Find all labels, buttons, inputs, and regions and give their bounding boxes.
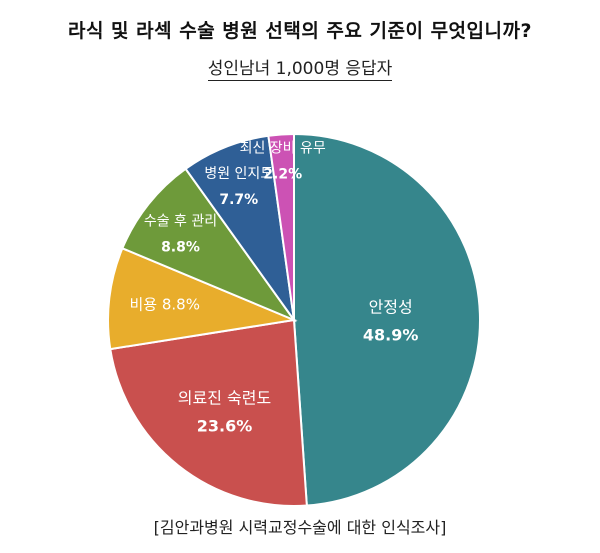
pie-slice-cost (107, 246, 298, 351)
slice-label-aftercare: 수술 후 관리 (144, 214, 217, 230)
slice-label-stability: 안정성 (369, 298, 413, 317)
pie-slice-aftercare (121, 167, 297, 323)
slice-label-staff-skill: 의료진 숙련도 (178, 388, 271, 407)
pie-slice-staff-skill (109, 318, 308, 507)
slice-label-reputation: 병원 인지도 (204, 166, 273, 182)
chart-subtitle-text: 성인남녀 1,000명 응답자 (207, 59, 393, 81)
pie-slice-equipment (267, 132, 295, 321)
slice-label-cost: 비용 8.8% (129, 295, 199, 313)
pie-slice-stability (293, 132, 481, 507)
slice-value-aftercare: 8.8% (161, 240, 200, 256)
slice-value-reputation: 7.7% (219, 192, 258, 208)
slice-value-stability: 48.9% (363, 326, 419, 345)
slice-value-equipment: 2.2% (263, 167, 302, 183)
chart-subtitle: 성인남녀 1,000명 응답자 (0, 54, 600, 81)
slice-value-staff-skill: 23.6% (197, 416, 253, 435)
slice-label-equipment: 최신 장비 유무 (240, 141, 326, 157)
source-note: [김안과병원 시력교정수술에 대한 인식조사] (153, 518, 447, 537)
chart-title: 라식 및 라섹 수술 병원 선택의 주요 기준이 무엇입니까? (67, 20, 532, 42)
